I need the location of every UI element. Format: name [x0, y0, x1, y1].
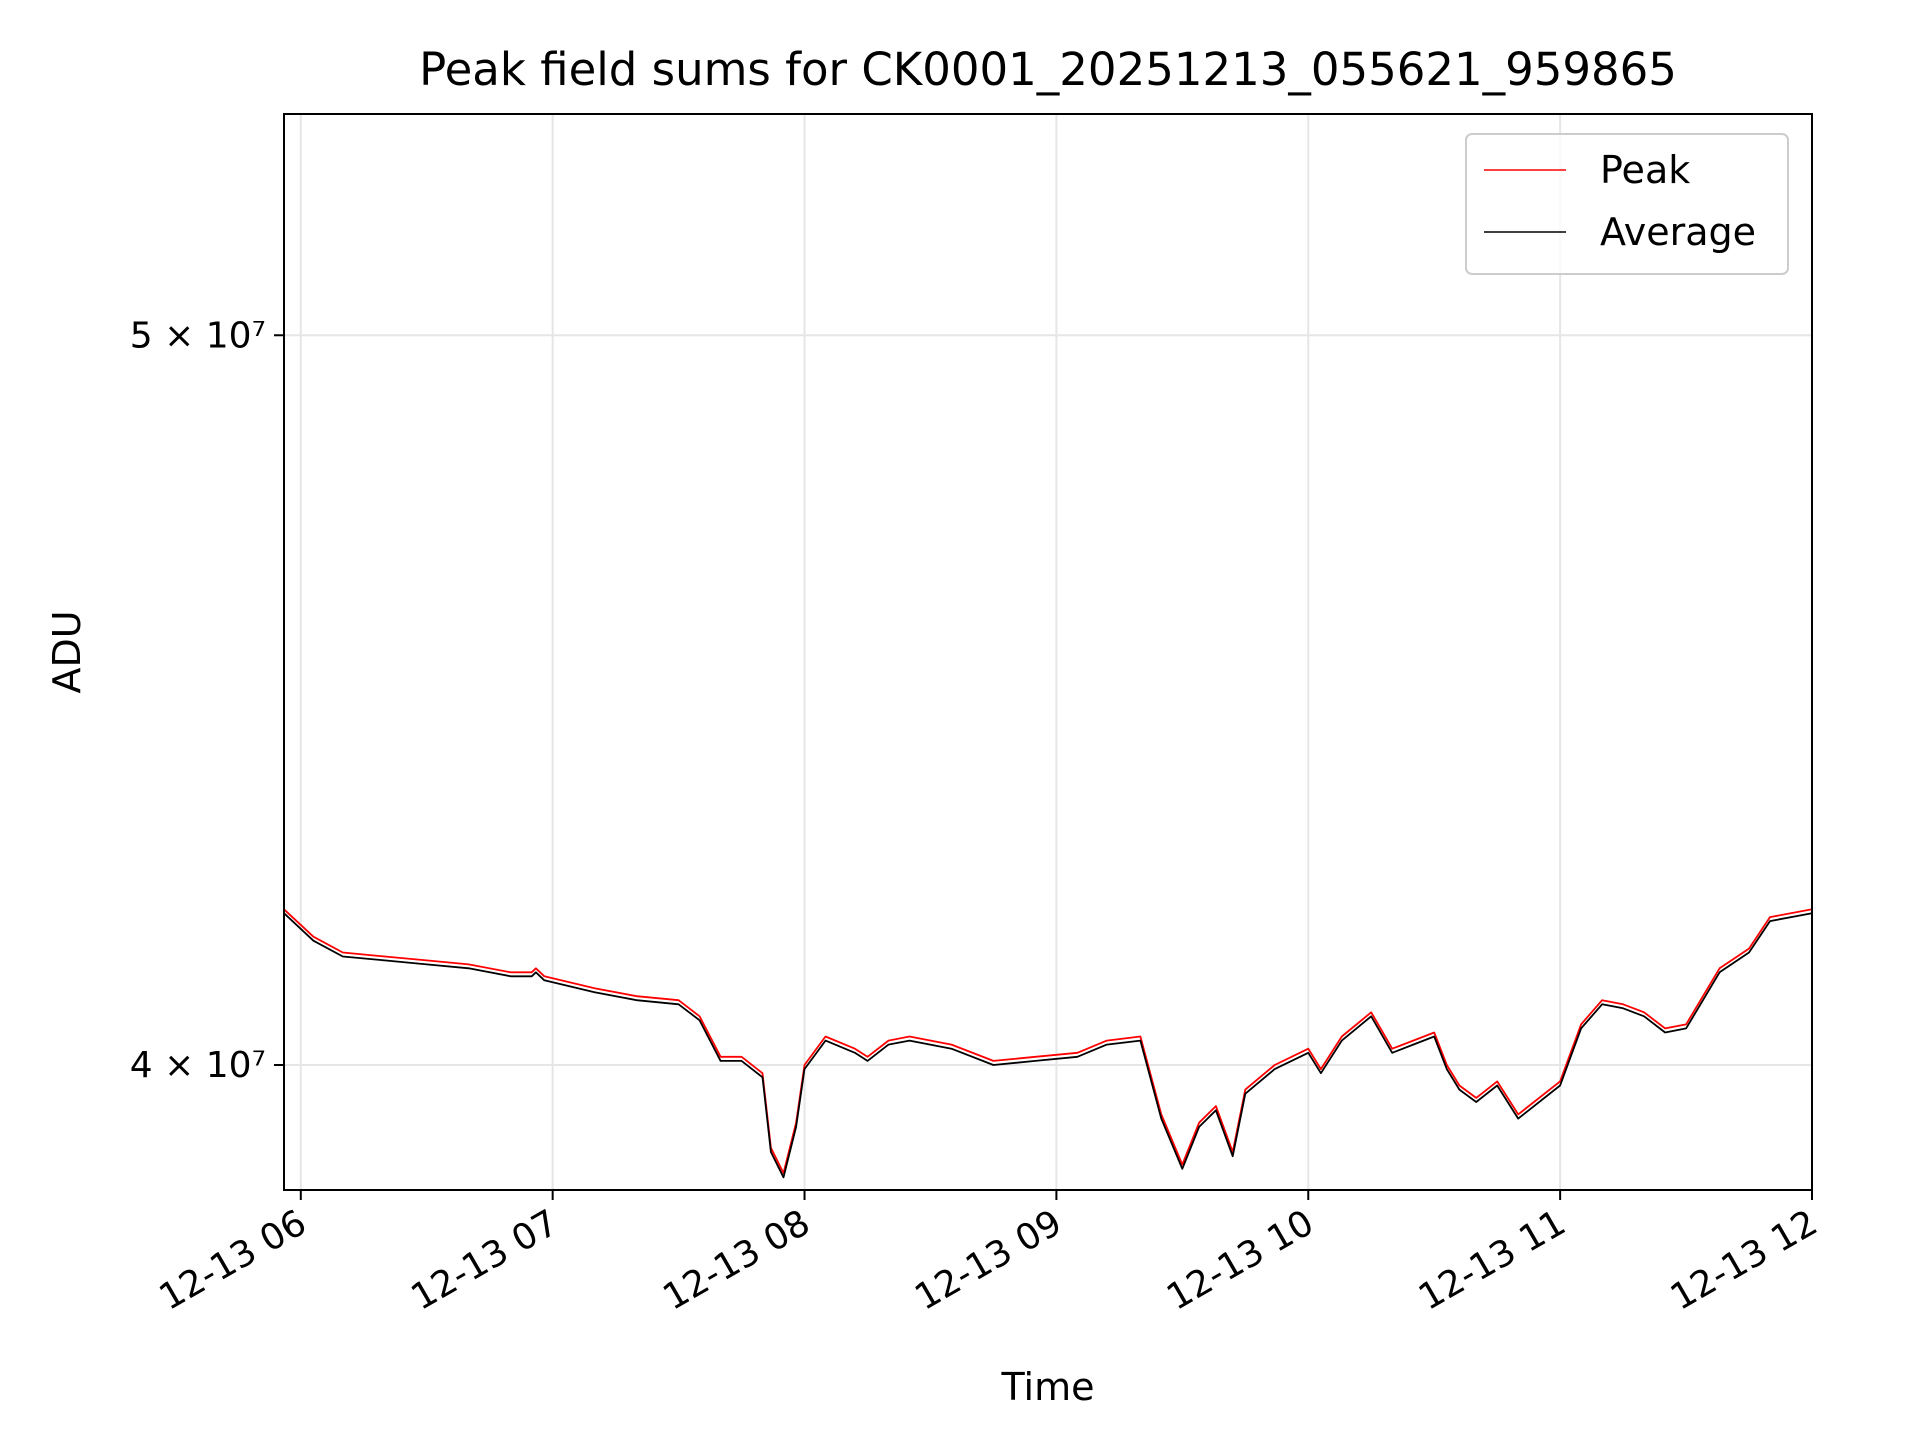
x-tick-label: 12-13 07	[404, 1202, 565, 1318]
legend-label-average: Average	[1600, 210, 1756, 254]
y-tick-label: 4 × 10⁷	[130, 1045, 266, 1086]
x-tick-label: 12-13 12	[1664, 1202, 1825, 1318]
series-layer	[283, 908, 1813, 1179]
x-ticks: 12-13 06 12-13 07 12-13 08 12-13 09 12-13 10…	[153, 1190, 1825, 1319]
plot-frame	[283, 113, 1813, 1191]
y-ticks: 4 × 10⁷ 5 × 10⁷	[130, 315, 284, 1086]
legend-box	[1465, 133, 1789, 275]
x-tick-label: 12-13 06	[153, 1202, 314, 1318]
x-axis-label: Time	[1001, 1365, 1095, 1409]
y-tick-label: 5 × 10⁷	[130, 315, 266, 356]
x-tick-label: 12-13 10	[1160, 1202, 1321, 1318]
chart-title: Peak field sums for CK0001_20251213_0556…	[419, 43, 1677, 96]
series-line-peak	[283, 908, 1813, 1174]
grid	[284, 114, 1813, 1190]
x-tick-label: 12-13 09	[908, 1202, 1069, 1318]
legend-label-peak: Peak	[1600, 148, 1690, 192]
legend: Peak Average	[1465, 133, 1789, 275]
x-tick-label: 12-13 11	[1412, 1202, 1573, 1318]
series-line-average	[283, 912, 1813, 1179]
y-axis-label: ADU	[45, 610, 89, 693]
x-tick-label: 12-13 08	[656, 1202, 817, 1318]
